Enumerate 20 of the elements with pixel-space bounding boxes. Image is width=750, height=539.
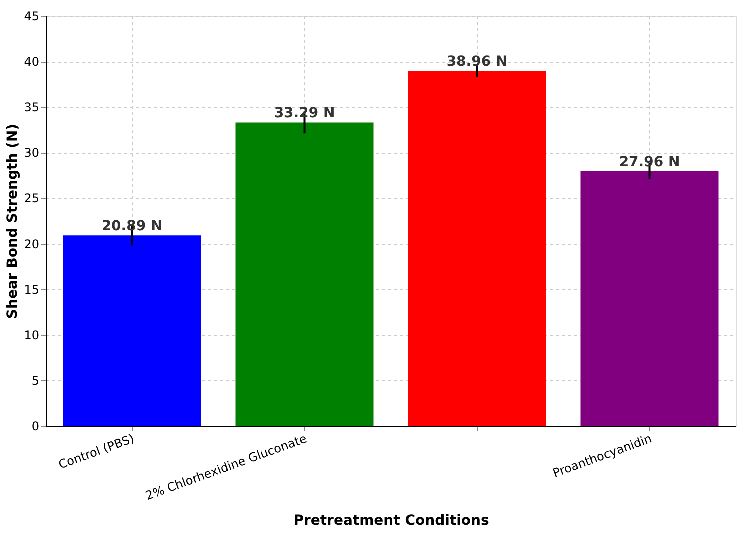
data-label: 33.29 N xyxy=(274,106,336,122)
y-tick-label: 5 xyxy=(32,374,40,388)
bar xyxy=(63,236,202,426)
y-tick-label: 15 xyxy=(24,282,40,297)
y-tick-label: 30 xyxy=(24,146,40,160)
bar xyxy=(580,171,719,426)
y-tick-label: 45 xyxy=(24,10,40,24)
y-axis-title: Shear Bond Strength (N) xyxy=(5,124,22,320)
y-tick-label: 20 xyxy=(24,237,40,252)
y-tick-label: 0 xyxy=(32,420,40,434)
bar xyxy=(236,122,374,426)
data-label: 38.96 N xyxy=(446,54,508,70)
data-label: 27.96 N xyxy=(619,154,680,170)
x-axis-title: Pretreatment Conditions xyxy=(294,513,490,530)
y-tick-label: 35 xyxy=(24,100,40,115)
y-tick-label: 25 xyxy=(24,192,40,206)
bar xyxy=(408,71,546,426)
data-label: 20.89 N xyxy=(102,218,163,235)
y-tick-label: 40 xyxy=(24,55,40,70)
y-tick-label: 10 xyxy=(24,328,40,342)
